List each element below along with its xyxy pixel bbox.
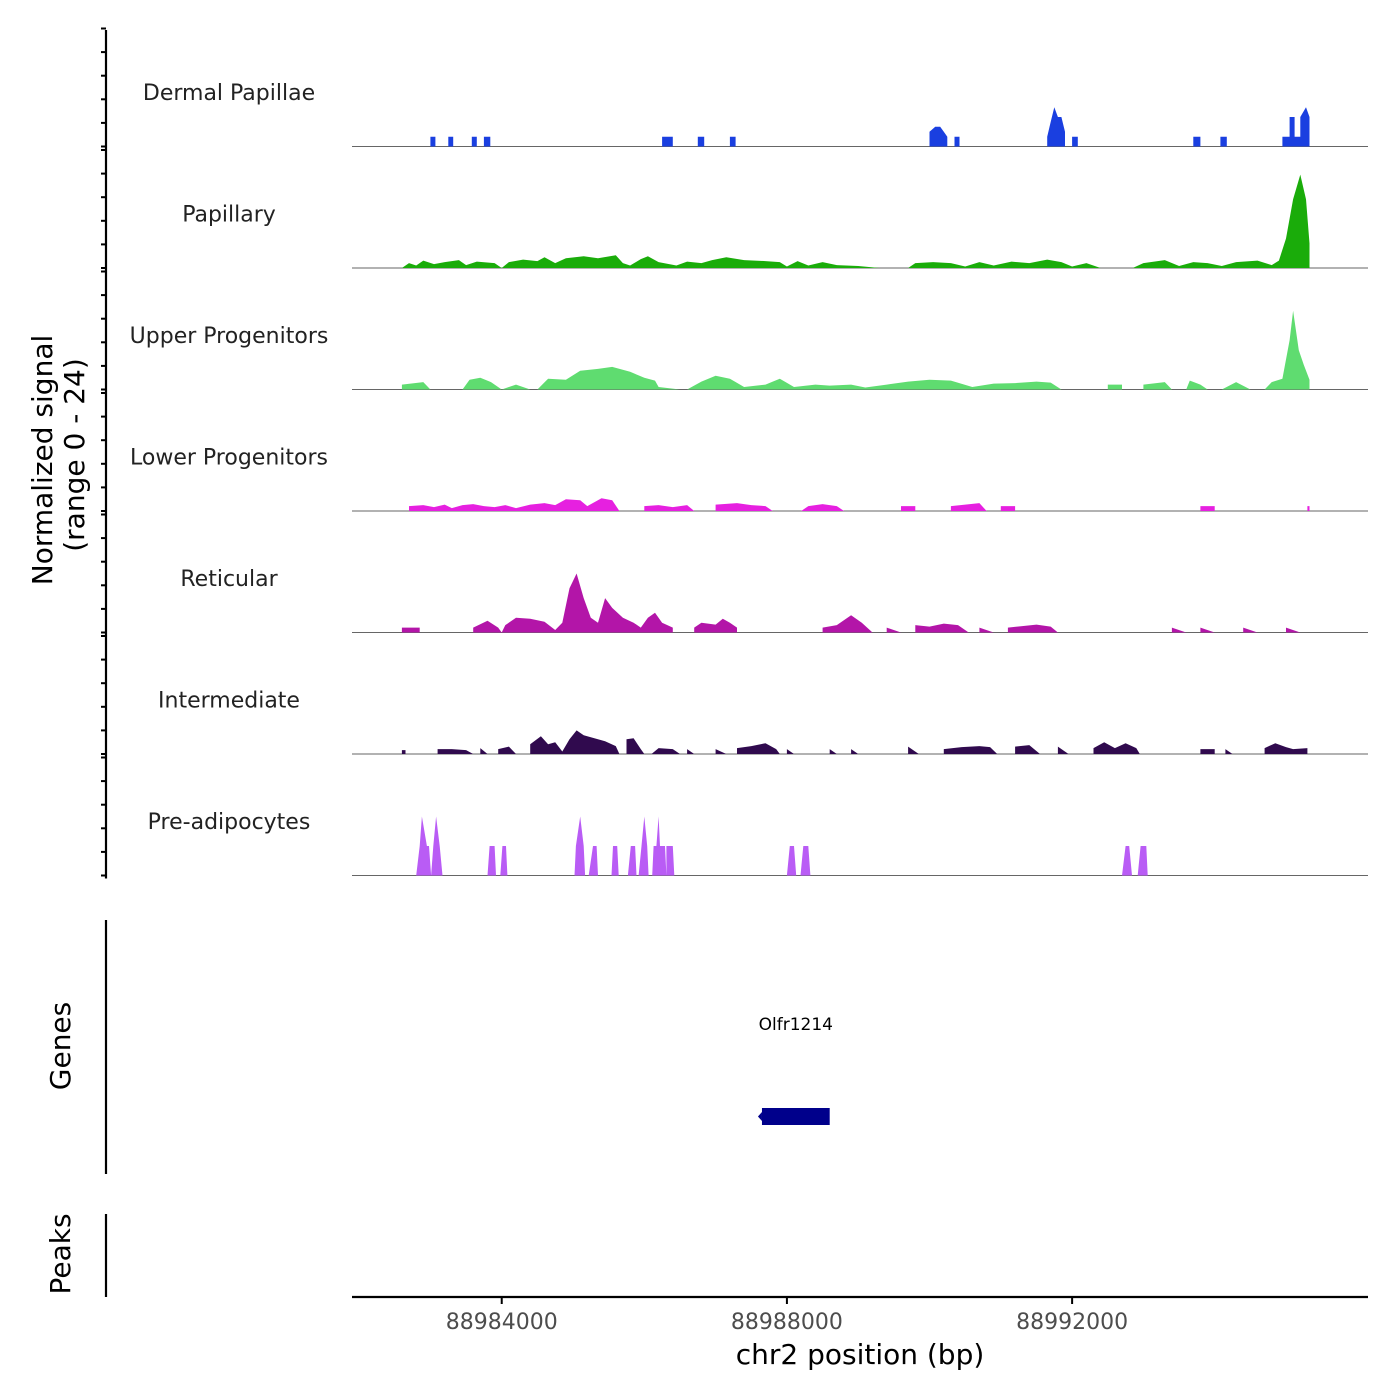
track-pre-adipocytes: Pre-adipocytes	[101, 756, 1368, 877]
track-lower-progenitors: Lower Progenitors	[101, 392, 1368, 512]
signal-area-upper-progenitors	[401, 310, 1310, 390]
track-label: Reticular	[180, 567, 278, 592]
peaks-track-label: Peaks	[44, 1213, 77, 1294]
genes-track-label: Genes	[44, 1002, 77, 1090]
signal-area-pre-adipocytes	[416, 816, 1148, 876]
gene-body	[761, 1108, 830, 1125]
track-label: Intermediate	[158, 689, 300, 714]
track-reticular: Reticular	[101, 513, 1368, 634]
y-axis-label-line1: Normalized signal	[26, 335, 59, 586]
y-axis-label-line2: (range 0 - 24)	[58, 358, 91, 552]
track-label: Dermal Papillae	[143, 81, 315, 106]
signal-area-intermediate	[401, 730, 1308, 754]
axes: 88984000 88988000 88992000	[104, 30, 1368, 1335]
signal-area-reticular	[401, 573, 1301, 633]
x-tick-label: 88988000	[731, 1310, 843, 1335]
track-label: Upper Progenitors	[130, 324, 329, 349]
signal-area-dermal-papillae	[430, 107, 1310, 147]
gene-label: Olfr1214	[759, 1015, 833, 1035]
track-papillary: Papillary	[101, 149, 1368, 269]
track-label: Papillary	[182, 203, 276, 228]
track-label: Pre-adipocytes	[148, 810, 311, 835]
signal-area-lower-progenitors	[409, 498, 1310, 511]
x-axis-label: chr2 position (bp)	[736, 1338, 985, 1371]
gene-strand-arrow	[757, 1112, 762, 1121]
track-dermal-papillae: Dermal Papillae	[101, 27, 1368, 148]
signal-area-papillary	[401, 174, 1310, 268]
x-tick-label: 88984000	[446, 1310, 558, 1335]
track-upper-progenitors: Upper Progenitors	[101, 270, 1368, 391]
track-label: Lower Progenitors	[130, 446, 328, 471]
track-intermediate: Intermediate	[101, 635, 1368, 755]
coverage-tracks: Dermal Papillae Papillary Upper Progenitor…	[101, 27, 1368, 877]
x-tick-label: 88992000	[1016, 1310, 1128, 1335]
gene-track: Olfr1214	[104, 920, 833, 1174]
